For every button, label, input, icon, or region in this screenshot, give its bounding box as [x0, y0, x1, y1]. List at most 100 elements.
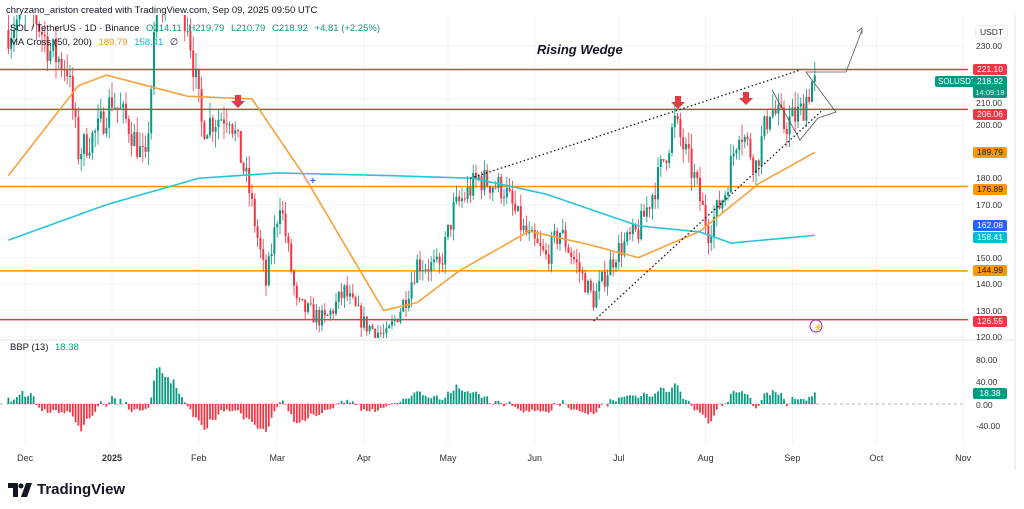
candle-body [654, 195, 657, 200]
candle-body [41, 31, 43, 35]
candle-body [113, 107, 116, 109]
candle-body [749, 139, 752, 158]
bbp-bar [811, 396, 813, 404]
candle-body [788, 116, 791, 135]
tradingview-logo[interactable]: TradingView [8, 481, 125, 498]
bbp-bar [813, 392, 816, 404]
bbp-bar [687, 400, 690, 404]
candle-body [489, 186, 491, 193]
bbp-bar [178, 393, 181, 404]
candle-body [760, 136, 763, 166]
bbp-bar [220, 404, 223, 411]
bbp-bar [273, 404, 276, 412]
cross-marker-icon: + [310, 176, 316, 187]
currency-label[interactable]: USDT [975, 25, 1009, 39]
bbp-bar [707, 404, 710, 424]
candle-body [69, 75, 71, 77]
bbp-bar [743, 393, 746, 404]
candle-body [265, 259, 267, 286]
candle-body [561, 229, 564, 233]
bbp-bar [77, 404, 80, 426]
candle-body [337, 291, 340, 302]
bbp-bar [245, 404, 248, 418]
bbp-bar [805, 400, 808, 404]
candle-body [385, 328, 388, 334]
candle-body [256, 226, 259, 238]
bbp-bar [721, 404, 724, 407]
candle-body [746, 136, 749, 140]
bbp-bar [542, 404, 545, 412]
candle-body [469, 186, 472, 196]
price-level-label: 162.08 [973, 220, 1007, 232]
candle-body [743, 136, 746, 142]
bbp-bar [679, 391, 682, 404]
candle-body [242, 162, 245, 172]
bbp-bar [301, 404, 304, 421]
bbp-bar [413, 392, 416, 404]
candle-body [284, 213, 287, 237]
bbp-bar [791, 396, 794, 404]
bbp-bar [307, 404, 309, 419]
bbp-bar [536, 404, 539, 411]
bbp-bar [430, 398, 433, 404]
bbp-bar [755, 404, 757, 409]
candle-body [35, 15, 38, 25]
event-icon [809, 319, 823, 333]
candle-body [13, 30, 15, 39]
ma200-line [8, 172, 815, 244]
bbp-bar [561, 400, 564, 404]
candle-body [685, 143, 687, 150]
bbp-name[interactable]: BBP (13) [10, 342, 49, 353]
bbp-bar [108, 402, 111, 404]
candle-body [57, 58, 60, 63]
symbol-name[interactable]: SOL / TetherUS · 1D · Binance [10, 23, 140, 34]
bbp-bar [105, 404, 108, 407]
candle-body [631, 224, 634, 235]
candle-body [141, 146, 144, 148]
candle-body [458, 196, 461, 202]
candle-body [340, 291, 343, 299]
bbp-bar [629, 395, 631, 404]
bbp-bar [651, 396, 654, 404]
bbp-bar [197, 404, 200, 421]
candle-body [573, 256, 575, 260]
ma-name[interactable]: MA Cross (50, 200) [10, 37, 92, 48]
candle-body [74, 108, 77, 117]
bbp-bar [539, 404, 542, 412]
candle-body [329, 310, 332, 315]
candle-body [108, 97, 111, 128]
bbp-bar [234, 404, 237, 411]
bbp-bar [466, 391, 469, 404]
bbp-bar [645, 394, 648, 404]
bbp-bar [528, 404, 531, 412]
bbp-bar [483, 396, 486, 404]
price-pane: +⚡ [0, 15, 968, 338]
candle-body [209, 118, 211, 136]
candle-body [85, 134, 88, 156]
candle-body [363, 316, 365, 328]
bbp-bar [290, 404, 293, 415]
candle-body [298, 298, 301, 300]
bbp-bar [385, 404, 388, 407]
bbp-bar [239, 404, 242, 414]
candle-body [797, 106, 799, 122]
bbp-bar [489, 403, 491, 404]
bbp-bar [424, 395, 427, 404]
candle-body [486, 169, 489, 187]
candle-body [813, 75, 816, 82]
bbp-bar [155, 368, 158, 404]
bbp-bar [225, 404, 228, 410]
down-arrow-icon [739, 92, 753, 105]
candle-body [752, 157, 755, 174]
candle-body [253, 198, 256, 227]
bbp-bar [43, 404, 46, 410]
candle-body [447, 224, 449, 238]
candle-body [805, 96, 808, 121]
candle-body [441, 263, 444, 265]
bbp-bar [393, 402, 396, 404]
bbp-bar [654, 393, 657, 404]
bbp-bar [503, 404, 505, 407]
candle-body [785, 128, 788, 135]
bbp-bar [15, 397, 18, 404]
